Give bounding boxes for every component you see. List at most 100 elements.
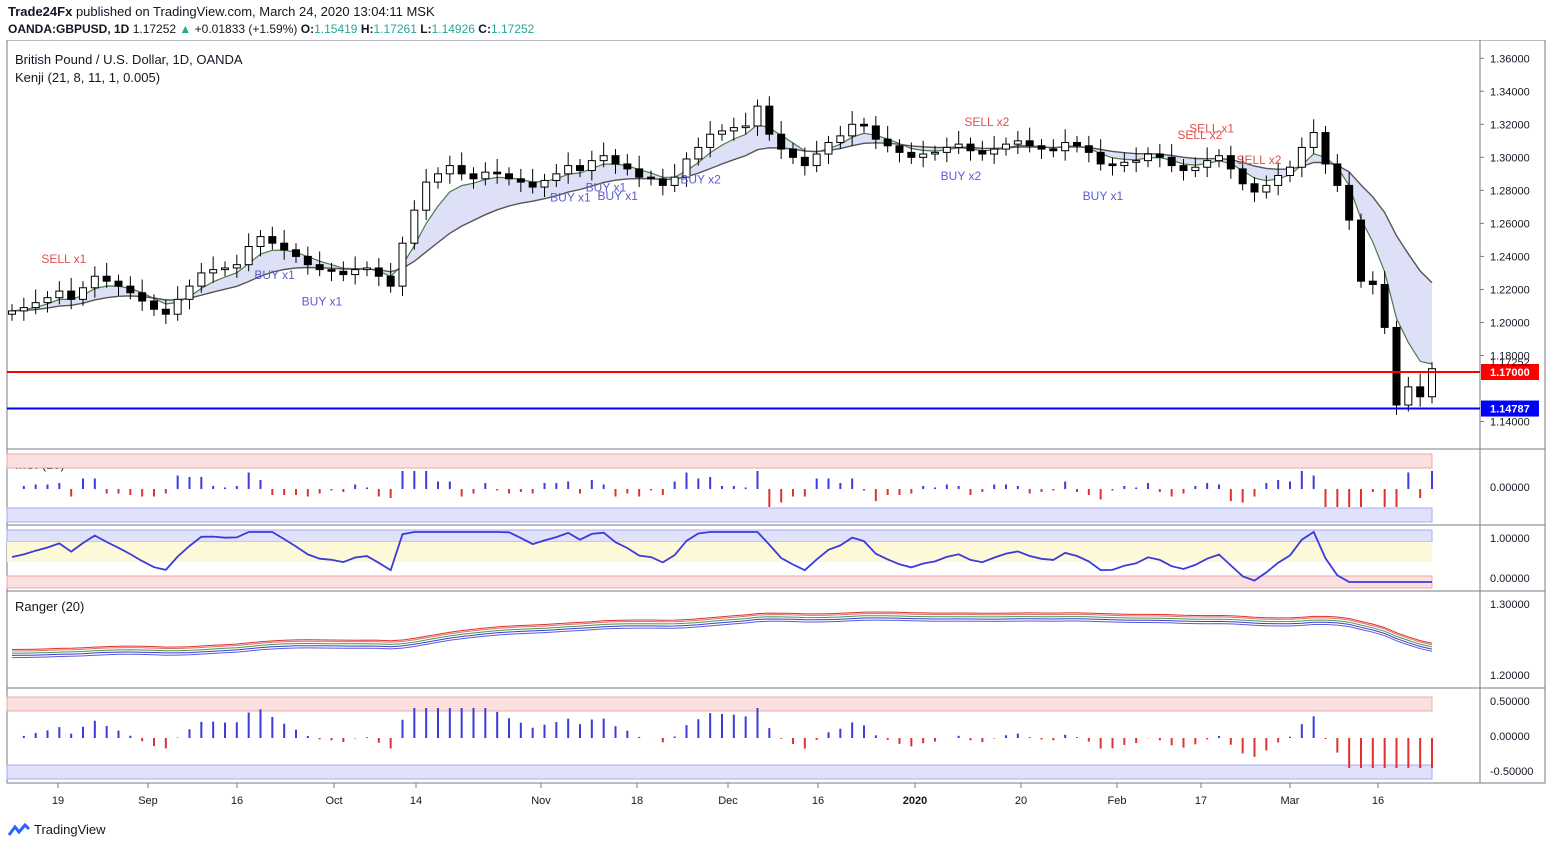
signal-label: BUY x2 [941, 169, 982, 183]
high-label: H: [360, 22, 374, 36]
candle-body [990, 148, 999, 155]
brand-label: TradingView [34, 822, 106, 837]
candle-body [1309, 132, 1318, 148]
candle-body [789, 148, 797, 158]
candle-body [1061, 141, 1070, 152]
candle-body [422, 181, 431, 211]
candle-body [280, 242, 289, 251]
candle-body [1132, 160, 1141, 163]
candle-body [942, 146, 951, 153]
open-value: 1.15419 [314, 22, 358, 36]
candle-body [516, 178, 525, 183]
candle-body [1416, 386, 1425, 398]
signal-label: SELL x1 [41, 252, 86, 266]
publisher-name[interactable]: Trade24Fx [8, 4, 73, 19]
chart-frame [6, 40, 1546, 784]
candle-body [1226, 155, 1235, 170]
candle-body [410, 209, 419, 244]
time-tick-label: Oct [325, 795, 342, 807]
tradingview-logo[interactable]: TradingView [8, 822, 106, 837]
candle-body [871, 125, 880, 140]
last-price-label: 1.17252 [1490, 357, 1530, 369]
signal-label: SELL x2 [1177, 128, 1222, 142]
signal-label: BUY x1 [254, 268, 295, 282]
price-tick-label: 1.28000 [1490, 185, 1530, 197]
pane-tick-label: 0.00000 [1490, 482, 1530, 494]
candle-body [1368, 280, 1377, 285]
candle-body [457, 165, 466, 175]
time-tick-label: 16 [812, 795, 824, 807]
candle-body [197, 272, 206, 287]
signal-label: BUY x1 [302, 295, 343, 309]
candle-body [1108, 163, 1117, 167]
price-tick-label: 1.34000 [1490, 86, 1530, 98]
candle-body [114, 280, 123, 287]
candle-body [800, 156, 809, 167]
signal-label: BUY x1 [598, 189, 639, 203]
candle-body [978, 150, 987, 155]
candle-body [43, 297, 52, 304]
signal-label: SELL x2 [1237, 153, 1282, 167]
pane-tick-label: 1.20000 [1490, 670, 1530, 682]
ranger-line [11, 615, 1433, 654]
candle-body [552, 173, 561, 181]
candle-body [363, 267, 371, 271]
candle-body [587, 160, 596, 172]
candle-body [1073, 141, 1081, 147]
time-tick-label: 20 [1015, 795, 1027, 807]
last-price: 1.17252 [132, 22, 177, 36]
resistance-price-label-bg [1481, 363, 1539, 380]
candle-body [1179, 165, 1188, 172]
candle-body [434, 173, 442, 183]
pane-tick-label: -0.50000 [1490, 766, 1533, 778]
candle-body [753, 105, 762, 127]
pane-title-3: Ranger (20) [15, 599, 84, 614]
ranger-line [11, 617, 1433, 656]
price-tick-label: 1.22000 [1490, 284, 1530, 296]
candle-body [765, 105, 774, 135]
price-tick-label: 1.24000 [1490, 251, 1530, 263]
open-label: O: [300, 22, 315, 36]
candle-body [1144, 153, 1152, 162]
candle-body [469, 173, 478, 180]
candle-body [564, 165, 573, 175]
price-tick-label: 1.26000 [1490, 218, 1530, 230]
candle-body [883, 138, 892, 147]
tdi-mid-band [7, 542, 1432, 562]
pane-tick-label: 1.00000 [1490, 533, 1530, 545]
candle-body [1096, 151, 1105, 165]
up-arrow-icon: ▲ [179, 22, 192, 36]
signal-label: SELL x2 [964, 115, 1009, 129]
candle-body [647, 176, 655, 180]
ohlc-line: OANDA:GBPUSD, 1D 1.17252 ▲ +0.01833 (+1.… [8, 22, 534, 36]
price-tick-label: 1.14000 [1490, 417, 1530, 429]
candle-body [386, 275, 395, 287]
candle-body [292, 249, 300, 257]
candle-body [931, 151, 939, 155]
candle-body [505, 173, 513, 180]
price-tick-label: 1.20000 [1490, 317, 1530, 329]
candle-body [268, 236, 277, 244]
time-tick-label: 16 [1372, 795, 1384, 807]
candle-body [67, 290, 76, 300]
candle-body [327, 269, 336, 272]
chart-area[interactable]: 1.36000 1.34000 1.32000 1.30000 1.28000 1.260… [0, 40, 1550, 820]
candle-body [1428, 368, 1436, 398]
candle-body [670, 176, 679, 186]
candle-body [729, 127, 738, 132]
price-tick-label: 1.32000 [1490, 119, 1530, 131]
candle-body [398, 242, 407, 287]
mega-lower-band [6, 764, 1433, 780]
candle-body [1037, 145, 1046, 150]
candle-body [718, 130, 726, 135]
main-chart-title: British Pound / U.S. Dollar, 1D, OANDA [15, 52, 243, 67]
msi-lower-band [6, 507, 1433, 523]
candle-body [102, 275, 111, 282]
signal-label: BUY x1 [550, 191, 591, 205]
low-label: L: [420, 22, 432, 36]
candle-body [1013, 140, 1022, 145]
candle-body [1120, 161, 1129, 167]
kenji-indicator-label: Kenji (21, 8, 11, 1, 0.005) [15, 70, 160, 85]
candle-body [907, 151, 916, 158]
time-tick-label: 19 [52, 795, 64, 807]
